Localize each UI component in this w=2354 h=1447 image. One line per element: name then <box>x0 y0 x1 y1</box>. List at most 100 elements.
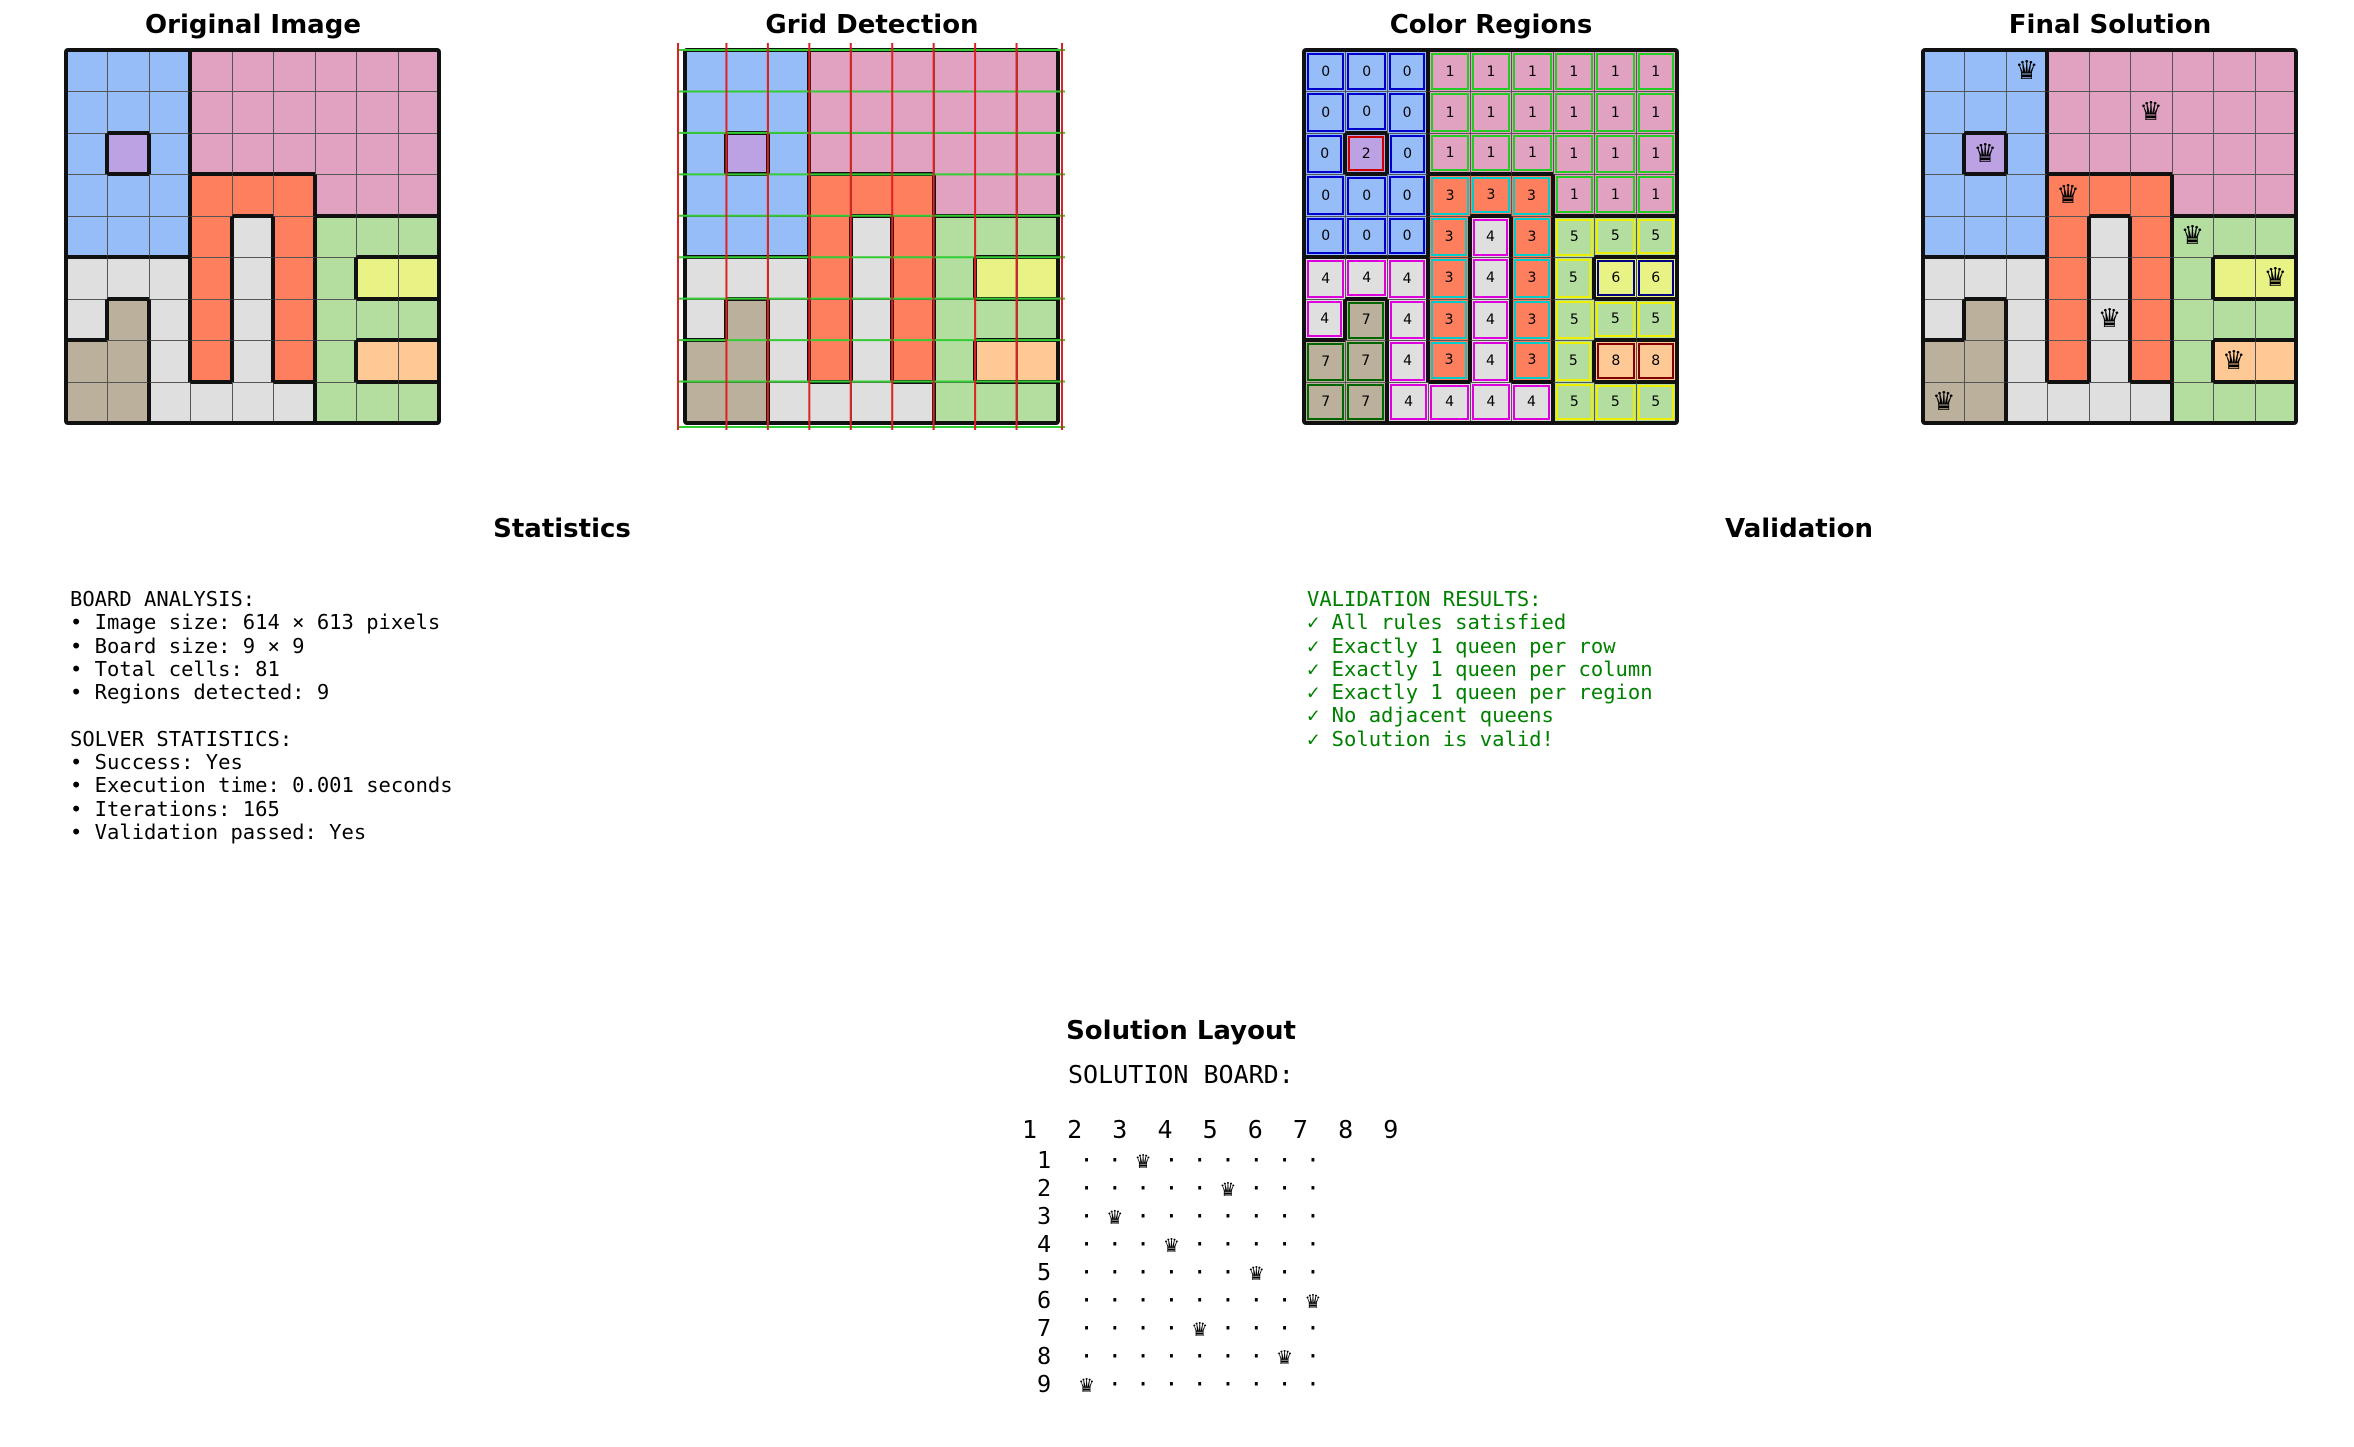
region-outline <box>1472 259 1509 298</box>
region-outline <box>1347 260 1386 296</box>
board-cell: 0 <box>1304 132 1346 175</box>
region-outline <box>1389 383 1428 420</box>
region-outline <box>1555 342 1592 381</box>
region-outline <box>1307 300 1343 338</box>
region-index-label: 3 <box>1526 188 1536 205</box>
board-cell <box>231 340 274 382</box>
board-cell <box>2130 50 2172 92</box>
region-index-label: 5 <box>1610 394 1620 411</box>
board-cell <box>933 174 976 216</box>
region-index-label: 4 <box>1320 310 1330 327</box>
region-index-label: 1 <box>1569 186 1579 203</box>
region-outline <box>1307 260 1345 298</box>
board-cell <box>107 91 149 133</box>
solution-board-rows: 1 · · ♛ · · · · · · 2 · · · · · ♛ · · · … <box>1037 1146 1320 1398</box>
board-cell <box>397 215 439 258</box>
region-outline <box>1637 343 1674 379</box>
board-cell <box>975 215 1017 258</box>
queen-icon: ♛ <box>2056 180 2080 211</box>
board-cell <box>809 50 851 92</box>
region-index-label: 3 <box>1527 270 1537 287</box>
board-cell: 5 <box>1594 298 1636 341</box>
board-cell <box>892 257 934 299</box>
board-cell <box>685 132 727 175</box>
region-outline <box>1513 134 1552 172</box>
board-cell: 1 <box>1552 91 1595 133</box>
board-cell <box>2005 132 2048 175</box>
board-cell <box>2213 381 2255 423</box>
board-cell <box>2171 50 2214 92</box>
board-cell <box>1923 91 1965 133</box>
board-cell <box>190 91 232 133</box>
region-index-label: 5 <box>1651 394 1661 411</box>
board-cell <box>314 298 357 341</box>
board-cell <box>2254 298 2296 341</box>
region-index-label: 1 <box>1569 104 1579 121</box>
board-cell <box>2088 91 2131 133</box>
region-outline <box>1307 217 1345 255</box>
board-cell: 3 <box>1511 215 1553 258</box>
region-index-label: 1 <box>1651 146 1661 163</box>
board-cell: 6 <box>1635 257 1677 299</box>
region-outline <box>1431 93 1469 132</box>
region-outline <box>1514 300 1550 340</box>
region-index-label: 3 <box>1444 311 1454 328</box>
region-outline <box>1389 134 1426 174</box>
region-index-label: 5 <box>1610 228 1620 245</box>
region-outline <box>1307 53 1345 91</box>
board-cell <box>2088 340 2131 382</box>
board-cell: 7 <box>1345 340 1387 382</box>
board-cell: 4 <box>1469 257 1512 299</box>
board-cell <box>1964 381 2006 423</box>
board-cell <box>1964 340 2006 382</box>
board-cell <box>2171 340 2214 382</box>
board-cell <box>892 174 934 216</box>
board-cell: 1 <box>1428 132 1470 175</box>
region-index-label: 0 <box>1362 227 1372 244</box>
board-cell: 1 <box>1594 174 1636 216</box>
board-cell: 1 <box>1635 174 1677 216</box>
region-index-label: 7 <box>1361 393 1371 410</box>
region-outline <box>1596 301 1635 338</box>
region-outline <box>1471 177 1511 213</box>
board-cell: 7 <box>1304 340 1346 382</box>
board-cell <box>892 132 934 175</box>
region-index-label: 3 <box>1444 228 1454 245</box>
region-outline <box>1431 134 1469 172</box>
board-cell <box>356 132 398 175</box>
region-outline <box>1431 177 1469 215</box>
region-outline <box>1472 218 1509 257</box>
board-cell <box>2047 381 2089 423</box>
board-cell: 1 <box>1428 50 1470 92</box>
board-cell <box>2088 174 2131 216</box>
board-cell <box>148 174 191 216</box>
board-cell: 4 <box>1304 257 1346 299</box>
board-cell: 7 <box>1345 298 1387 341</box>
region-index-label: 4 <box>1486 393 1496 410</box>
board-cell <box>107 340 149 382</box>
board-cell <box>314 50 357 92</box>
board-cell <box>273 298 315 341</box>
board-cell: 0 <box>1345 174 1387 216</box>
region-index-label: 1 <box>1610 146 1620 163</box>
board-cell <box>726 91 768 133</box>
region-outline <box>1431 259 1467 298</box>
board-cell <box>66 215 108 258</box>
board-cell <box>107 174 149 216</box>
solution-column-header: 1 2 3 4 5 6 7 8 9 <box>1022 1115 1399 1144</box>
board-cell <box>1923 50 1965 92</box>
color-regions-title: Color Regions <box>1389 10 1593 40</box>
board-cell <box>2130 215 2172 258</box>
region-index-label: 3 <box>1445 188 1455 205</box>
region-outline <box>1513 53 1552 91</box>
board-cell: 2 <box>1345 132 1387 175</box>
region-outline <box>1307 134 1343 174</box>
region-index-label: 1 <box>1651 63 1661 80</box>
board-cell: 7 <box>1304 381 1346 423</box>
board-cell: 8 <box>1594 340 1636 382</box>
board-cell: 1 <box>1511 50 1553 92</box>
region-outline <box>1389 300 1426 340</box>
region-outline <box>1347 93 1386 130</box>
board-cell <box>2130 91 2172 133</box>
board-cell <box>397 340 439 382</box>
